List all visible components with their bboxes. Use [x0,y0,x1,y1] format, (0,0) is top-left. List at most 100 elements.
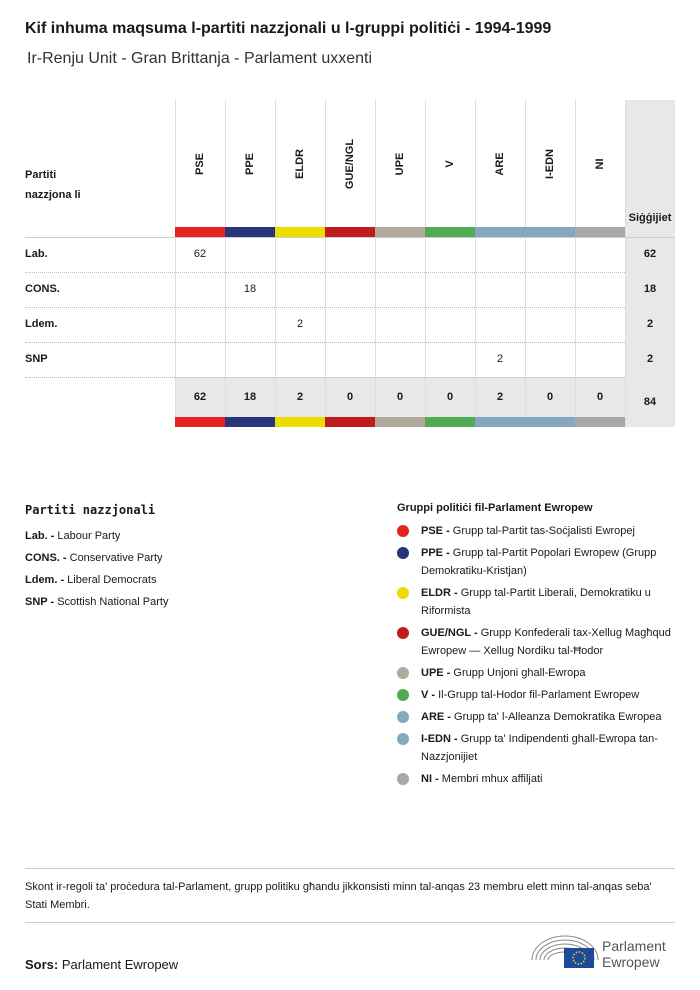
group-abbr: PSE - [421,525,450,537]
row-party-label: Ldem. [25,318,58,330]
group-color-bar [475,227,525,237]
group-legend: Gruppi politiċi fil-Parlament Ewropew PS… [397,502,682,792]
column-total: 0 [546,391,554,403]
group-abbr: NI - [421,773,439,785]
row-party-label: CONS. [25,283,60,295]
group-legend-item: UPE - Grupp Unjoni ghall-Ewropa [397,664,682,682]
column-total: 18 [243,391,257,403]
party-name: Labour Party [54,530,121,542]
group-color-bar [225,227,275,237]
column-header: PSE [175,100,225,227]
group-color-bar [175,417,225,427]
group-color-bar [575,227,625,237]
column-header: PPE [225,100,275,227]
column-header: ARE [475,100,525,227]
party-name: Liberal Democrats [64,574,157,586]
group-legend-item: NI - Membri mhux affiljati [397,770,682,788]
group-name: Grupp Unjoni ghall-Ewropa [450,667,586,679]
party-legend-item: Ldem. - Liberal Democrats [25,569,168,591]
column-total: 0 [396,391,404,403]
party-abbr: Ldem. - [25,574,65,586]
divider [25,868,675,869]
group-color-bar [575,417,625,427]
page-subtitle: Ir-Renju Unit - Gran Brittanja - Parlame… [27,50,373,67]
row-divider [25,307,625,308]
party-abbr: Lab. - [25,530,55,542]
column-header-label: GUE/NGL [344,138,356,189]
party-abbr: SNP - [25,596,55,608]
column-total: 62 [193,391,207,403]
group-color-dot-icon [397,547,409,559]
group-legend-item: PSE - Grupp tal-Partit tas-Soċjalisti Ew… [397,522,682,540]
column-header-label: PSE [194,152,206,175]
group-abbr: PPE - [421,547,450,559]
column-divider [425,100,426,427]
column-header-label: I-EDN [544,148,556,179]
column-header: I-EDN [525,100,575,227]
group-legend-item: I-EDN - Grupp ta' Indipendenti ghall-Ewr… [397,730,682,766]
group-abbr: GUE/NGL - [421,627,478,639]
group-color-bar [425,417,475,427]
group-color-dot-icon [397,525,409,537]
group-legend-title: Gruppi politiċi fil-Parlament Ewropew [397,502,593,514]
row-total: 62 [643,248,657,260]
row-divider [25,342,625,343]
group-abbr: ARE - [421,711,451,723]
group-legend-item: ARE - Grupp ta' l-Alleanza Demokratika E… [397,708,682,726]
grand-total: 84 [643,396,657,408]
column-header: GUE/NGL [325,100,375,227]
group-color-dot-icon [397,667,409,679]
group-color-dot-icon [397,733,409,745]
column-divider [525,100,526,427]
table-cell: 2 [496,353,504,365]
column-header: UPE [375,100,425,227]
column-divider [575,100,576,427]
group-color-bar [325,417,375,427]
row-header: Partiti nazzjona li [25,169,81,201]
group-color-bar [375,227,425,237]
column-divider [375,100,376,427]
row-total: 18 [643,283,657,295]
group-name: Membri mhux affiljati [438,773,543,785]
footnote: Skont ir-regoli ta' proċedura tal-Parlam… [25,881,652,911]
column-total: 2 [496,391,504,403]
column-divider [475,100,476,427]
column-total: 0 [346,391,354,403]
column-header: V [425,100,475,227]
row-party-label: SNP [25,353,48,365]
column-divider [275,100,276,427]
hemicycle-icon [531,935,599,968]
group-abbr: ELDR - [421,587,458,599]
group-name: Il-Grupp tal-Hodor fil-Parlament Ewropew [435,689,640,701]
ep-logo: Parlament Ewropew [530,932,680,972]
divider [25,922,675,923]
table-cell: 62 [193,248,207,260]
group-color-dot-icon [397,711,409,723]
row-party-label: Lab. [25,248,48,260]
table-cell: 2 [296,318,304,330]
group-name: Grupp tal-Partit tas-Soċjalisti Ewropej [449,525,635,537]
group-color-dot-icon [397,773,409,785]
group-name: Grupp tal-Partit Liberali, Demokratiku u… [421,587,651,617]
column-header: NI [575,100,625,227]
column-header-label: PPE [244,152,256,175]
group-legend-item: PPE - Grupp tal-Partit Popolari Ewropew … [397,544,682,580]
total-column-bg [625,100,675,427]
row-divider [25,272,625,273]
party-name: Conservative Party [66,552,163,564]
column-divider [225,100,226,427]
logo-line-1: Parlament [602,938,666,954]
column-header: ELDR [275,100,325,227]
group-abbr: V - [421,689,436,701]
group-abbr: I-EDN - [421,733,458,745]
group-name: Grupp ta' Indipendenti ghall-Ewropa tan-… [421,733,658,763]
party-abbr: CONS. - [25,552,67,564]
group-color-dot-icon [397,689,409,701]
group-color-bar [225,417,275,427]
group-color-dot-icon [397,587,409,599]
group-legend-item: V - Il-Grupp tal-Hodor fil-Parlament Ewr… [397,686,682,704]
column-header-label: ELDR [294,148,306,179]
column-total: 0 [596,391,604,403]
group-name: Grupp ta' l-Alleanza Demokratika Ewropea [450,711,662,723]
group-legend-item: ELDR - Grupp tal-Partit Liberali, Demokr… [397,584,682,620]
